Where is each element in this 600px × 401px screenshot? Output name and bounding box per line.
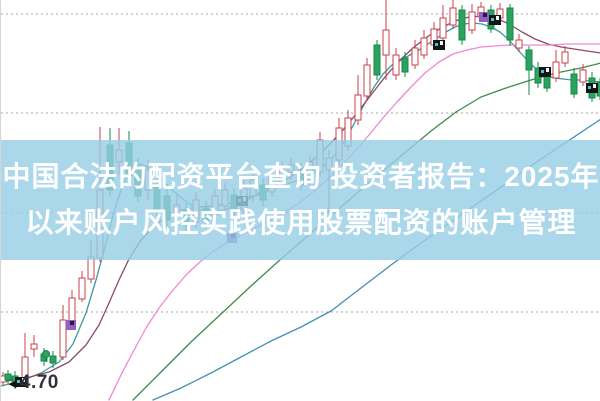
left-arrow-icon: ◄ bbox=[6, 375, 19, 391]
candle-bull bbox=[468, 4, 476, 34]
candle-bull bbox=[411, 40, 419, 69]
banner-title-line1: 中国合法的配资平台查询 投资者报告：2025年 bbox=[2, 161, 600, 192]
candle-bull bbox=[439, 5, 447, 42]
candle-bear bbox=[506, 4, 514, 46]
candle-bear bbox=[458, 5, 466, 45]
marker-purple-icon bbox=[66, 320, 76, 330]
candle-bear bbox=[49, 351, 57, 368]
marker-black-icon bbox=[586, 83, 598, 93]
candle-bull bbox=[354, 75, 362, 125]
marker-black-icon bbox=[433, 40, 445, 50]
candle-bull bbox=[420, 30, 428, 59]
candle-bear bbox=[401, 52, 409, 77]
marker-green-dot-icon bbox=[42, 350, 50, 362]
candle-bull bbox=[579, 64, 587, 86]
candle-bull bbox=[363, 58, 371, 101]
candle-bull bbox=[552, 50, 560, 82]
overlay-banner: 中国合法的配资平台查询 投资者报告：2025年 以来账户风控实践使用股票配资的账… bbox=[1, 140, 600, 260]
candle-bear bbox=[4, 370, 12, 384]
banner-title-line2: 以来账户风控实践使用股票配资的账户管理 bbox=[25, 207, 577, 238]
marker-purple-icon bbox=[479, 12, 489, 22]
marker-black-icon bbox=[489, 15, 501, 25]
candle-bull bbox=[449, 0, 457, 29]
candle-bull bbox=[382, 0, 390, 80]
candle-bull bbox=[392, 48, 400, 80]
price-label: 4.70 bbox=[19, 372, 59, 393]
candle-bull bbox=[78, 271, 86, 302]
candle-bull bbox=[561, 46, 569, 67]
candle-bear bbox=[570, 68, 578, 98]
candle-bull bbox=[30, 335, 38, 357]
candle-bull bbox=[59, 305, 67, 360]
marker-black-icon bbox=[539, 67, 551, 77]
marker-black-icon bbox=[15, 377, 27, 387]
candle-bear bbox=[525, 46, 533, 95]
candle-bull bbox=[515, 34, 523, 52]
candle-bull bbox=[68, 290, 76, 324]
candle-bear bbox=[373, 40, 381, 80]
price-annotation: ◄ 4.70 bbox=[6, 371, 59, 395]
